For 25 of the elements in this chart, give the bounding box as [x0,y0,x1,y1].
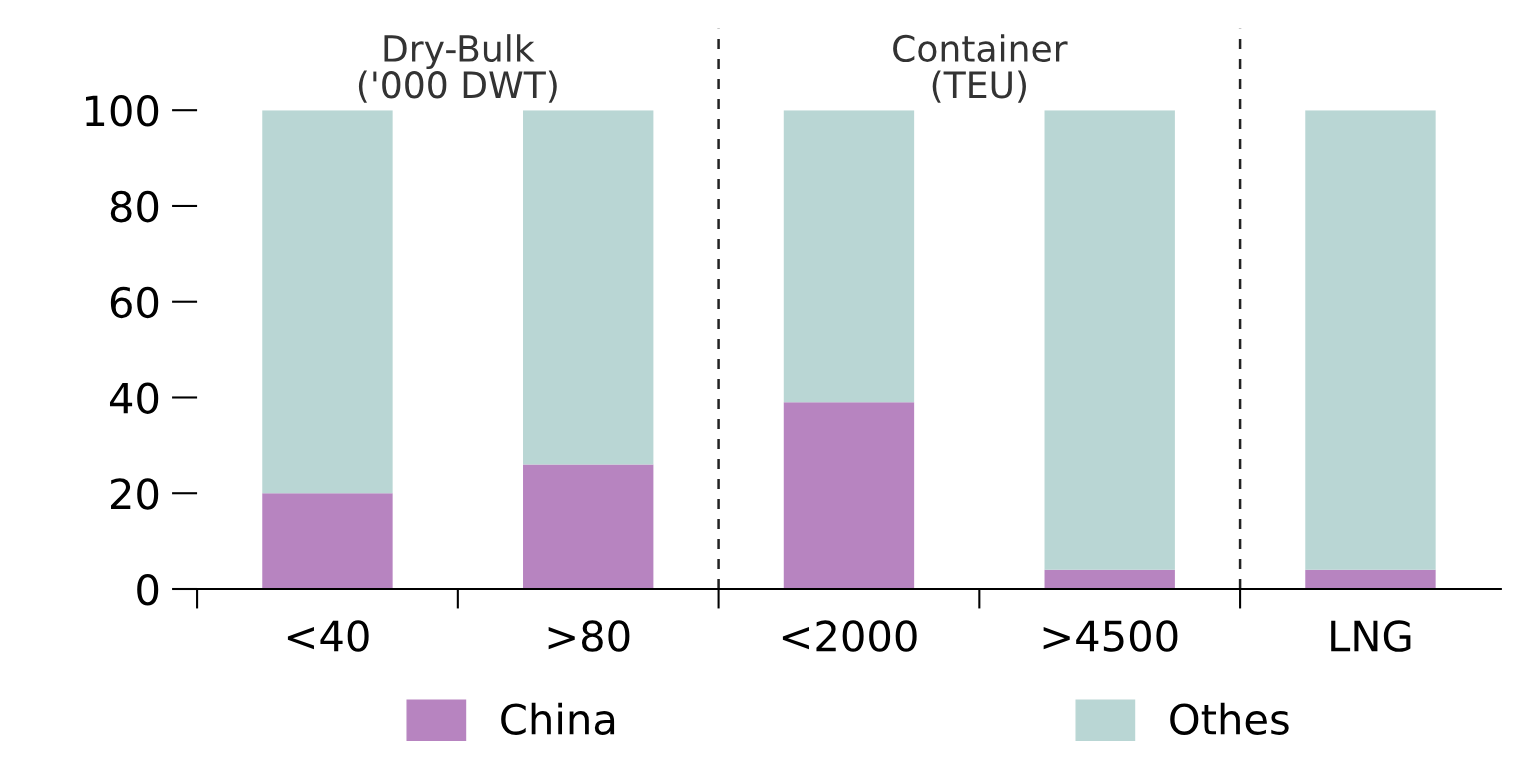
y-tick-label: 100 [86,95,159,127]
bar [262,110,393,494]
x-tick-label: >80 [548,620,630,652]
y-tick-label: 40 [109,382,159,414]
bar [783,110,915,403]
y-tick-label: 20 [111,478,159,510]
y-tick-label: 80 [110,190,159,223]
x-tick-label: LNG [1331,620,1411,652]
x-tick-label: <40 [287,620,369,652]
y-tick-label: 60 [110,286,159,319]
bar [1305,110,1436,570]
legend-label: China [501,702,615,735]
bar [1044,110,1175,570]
legend-label: Othes [1170,702,1289,735]
y-tick-label: 0 [137,573,159,606]
bar [523,464,654,589]
text: Container (TEU) [893,34,1068,103]
bar [1044,569,1175,589]
bar [262,493,393,589]
bar [1305,569,1436,589]
x-tick-label: >4500 [1043,620,1178,652]
bar [523,110,654,465]
text: Dry-Bulk ('000 DWT) [358,34,557,103]
x-tick-label: <2000 [782,620,917,652]
bar [783,402,915,589]
